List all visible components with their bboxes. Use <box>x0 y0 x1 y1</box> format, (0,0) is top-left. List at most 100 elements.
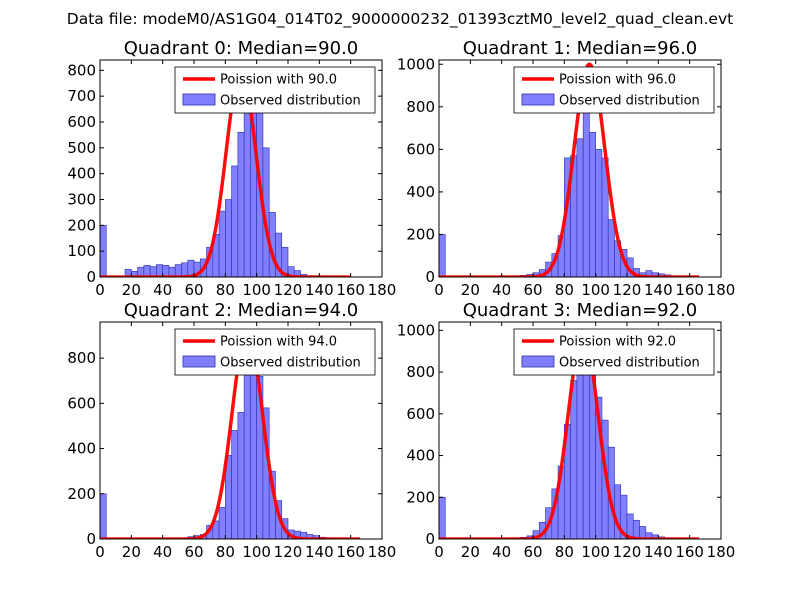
y-tick-label: 1000 <box>397 321 435 339</box>
x-tick-label: 0 <box>95 543 105 561</box>
histogram-bar <box>582 85 590 277</box>
x-tick-label: 40 <box>153 281 172 299</box>
y-tick-label: 1000 <box>397 55 435 73</box>
y-tick-label: 200 <box>67 485 96 503</box>
plot-area <box>439 332 701 539</box>
histogram-bar <box>570 380 578 539</box>
axes-frame <box>438 321 722 540</box>
y-tick-label: 0 <box>425 530 435 548</box>
x-tick-label: 120 <box>274 543 303 561</box>
y-tick-label: 200 <box>67 216 96 234</box>
x-tick-label: 140 <box>644 543 673 561</box>
legend-hist-swatch <box>182 355 216 368</box>
x-tick-label: 180 <box>368 281 397 299</box>
y-tick-label: 400 <box>406 183 435 201</box>
histogram-bar <box>231 430 239 539</box>
x-tick-label: 80 <box>216 543 235 561</box>
y-tick-label: 400 <box>67 165 96 183</box>
histogram-bar <box>174 264 182 277</box>
plot-area <box>100 68 352 277</box>
x-tick-label: 80 <box>555 543 574 561</box>
panel-title: Quadrant 1: Median=96.0 <box>463 38 698 59</box>
y-tick-label: 800 <box>67 349 96 367</box>
legend: Poission with 90.0 Observed distribution <box>174 66 376 114</box>
y-tick-label: 400 <box>67 440 96 458</box>
x-tick-label: 160 <box>336 543 365 561</box>
y-tick-label: 0 <box>86 268 96 286</box>
x-tick-label: 0 <box>434 281 444 299</box>
x-tick-label: 60 <box>523 281 542 299</box>
legend-fit-label: Poission with 90.0 <box>220 73 337 88</box>
chart-panel-1: 0 20 40 60 80 100 120 140 160 180 0 200 400 600 800 100… <box>397 38 736 299</box>
x-tick-label: 80 <box>216 281 235 299</box>
legend: Poission with 94.0 Observed distribution <box>174 328 376 376</box>
x-tick-label: 60 <box>184 281 203 299</box>
x-tick-label: 60 <box>523 543 542 561</box>
x-tick-label: 40 <box>153 543 172 561</box>
y-tick-label: 400 <box>406 447 435 465</box>
panel-title: Quadrant 2: Median=94.0 <box>124 300 359 321</box>
x-tick-label: 160 <box>675 543 704 561</box>
y-tick-label: 100 <box>67 242 96 260</box>
x-tick-label: 20 <box>461 543 480 561</box>
y-tick-label: 700 <box>67 87 96 105</box>
histogram-bar <box>595 149 603 277</box>
x-tick-label: 80 <box>555 281 574 299</box>
legend: Poission with 96.0 Observed distribution <box>513 66 715 114</box>
y-tick-label: 800 <box>406 98 435 116</box>
y-tick-label: 600 <box>67 113 96 131</box>
x-tick-label: 100 <box>581 281 610 299</box>
histogram-bar <box>181 262 189 277</box>
y-tick-label: 600 <box>67 394 96 412</box>
legend: Poission with 92.0 Observed distribution <box>513 328 715 376</box>
legend-fit-label: Poission with 94.0 <box>220 335 337 350</box>
histogram-bar <box>218 507 226 539</box>
y-tick-label: 500 <box>67 139 96 157</box>
poisson-fit-line <box>439 332 701 539</box>
y-tick-label: 800 <box>406 363 435 381</box>
legend-hist-swatch <box>521 93 555 106</box>
x-tick-label: 180 <box>368 543 397 561</box>
histogram-bar <box>237 132 245 277</box>
x-tick-label: 160 <box>336 281 365 299</box>
legend-fit-label: Poission with 96.0 <box>559 73 676 88</box>
histogram-bar <box>293 270 301 277</box>
histogram-bar <box>237 412 245 539</box>
legend-hist-label: Observed distribution <box>220 94 361 109</box>
axes-frame <box>438 59 722 278</box>
x-tick-label: 160 <box>675 281 704 299</box>
x-tick-label: 20 <box>461 281 480 299</box>
legend-hist-swatch <box>182 93 216 106</box>
histogram-bar <box>576 371 584 539</box>
y-tick-label: 300 <box>67 191 96 209</box>
x-tick-label: 40 <box>492 543 511 561</box>
histogram-bar <box>218 210 226 277</box>
legend-hist-swatch <box>521 355 555 368</box>
histogram-bar <box>156 264 163 277</box>
x-tick-label: 140 <box>644 281 673 299</box>
histogram-bar <box>607 219 615 277</box>
x-tick-label: 100 <box>242 281 271 299</box>
histogram-bar <box>231 165 239 277</box>
x-tick-label: 140 <box>305 281 334 299</box>
histogram-bar <box>439 496 446 539</box>
x-tick-label: 120 <box>274 281 303 299</box>
histogram-bar <box>225 199 232 277</box>
chart-panel-0: 0 20 40 60 80 100 120 140 160 1800100200300400500… <box>67 38 396 299</box>
panel-title: Quadrant 0: Median=90.0 <box>124 38 359 59</box>
axes-frame <box>99 59 383 278</box>
chart-panel-3: 0 20 40 60 80 100 120 140 160 180 0 200 400 600 800 100… <box>397 300 736 561</box>
y-tick-label: 800 <box>67 61 96 79</box>
x-tick-label: 180 <box>707 543 736 561</box>
x-tick-label: 140 <box>305 543 334 561</box>
y-tick-label: 200 <box>406 488 435 506</box>
x-tick-label: 20 <box>122 281 141 299</box>
y-tick-label: 200 <box>406 225 435 243</box>
histogram-bar <box>243 111 251 277</box>
x-tick-label: 20 <box>122 543 141 561</box>
histogram-bar <box>100 493 107 539</box>
y-tick-label: 600 <box>406 140 435 158</box>
x-tick-label: 120 <box>613 543 642 561</box>
legend-hist-label: Observed distribution <box>559 94 700 109</box>
